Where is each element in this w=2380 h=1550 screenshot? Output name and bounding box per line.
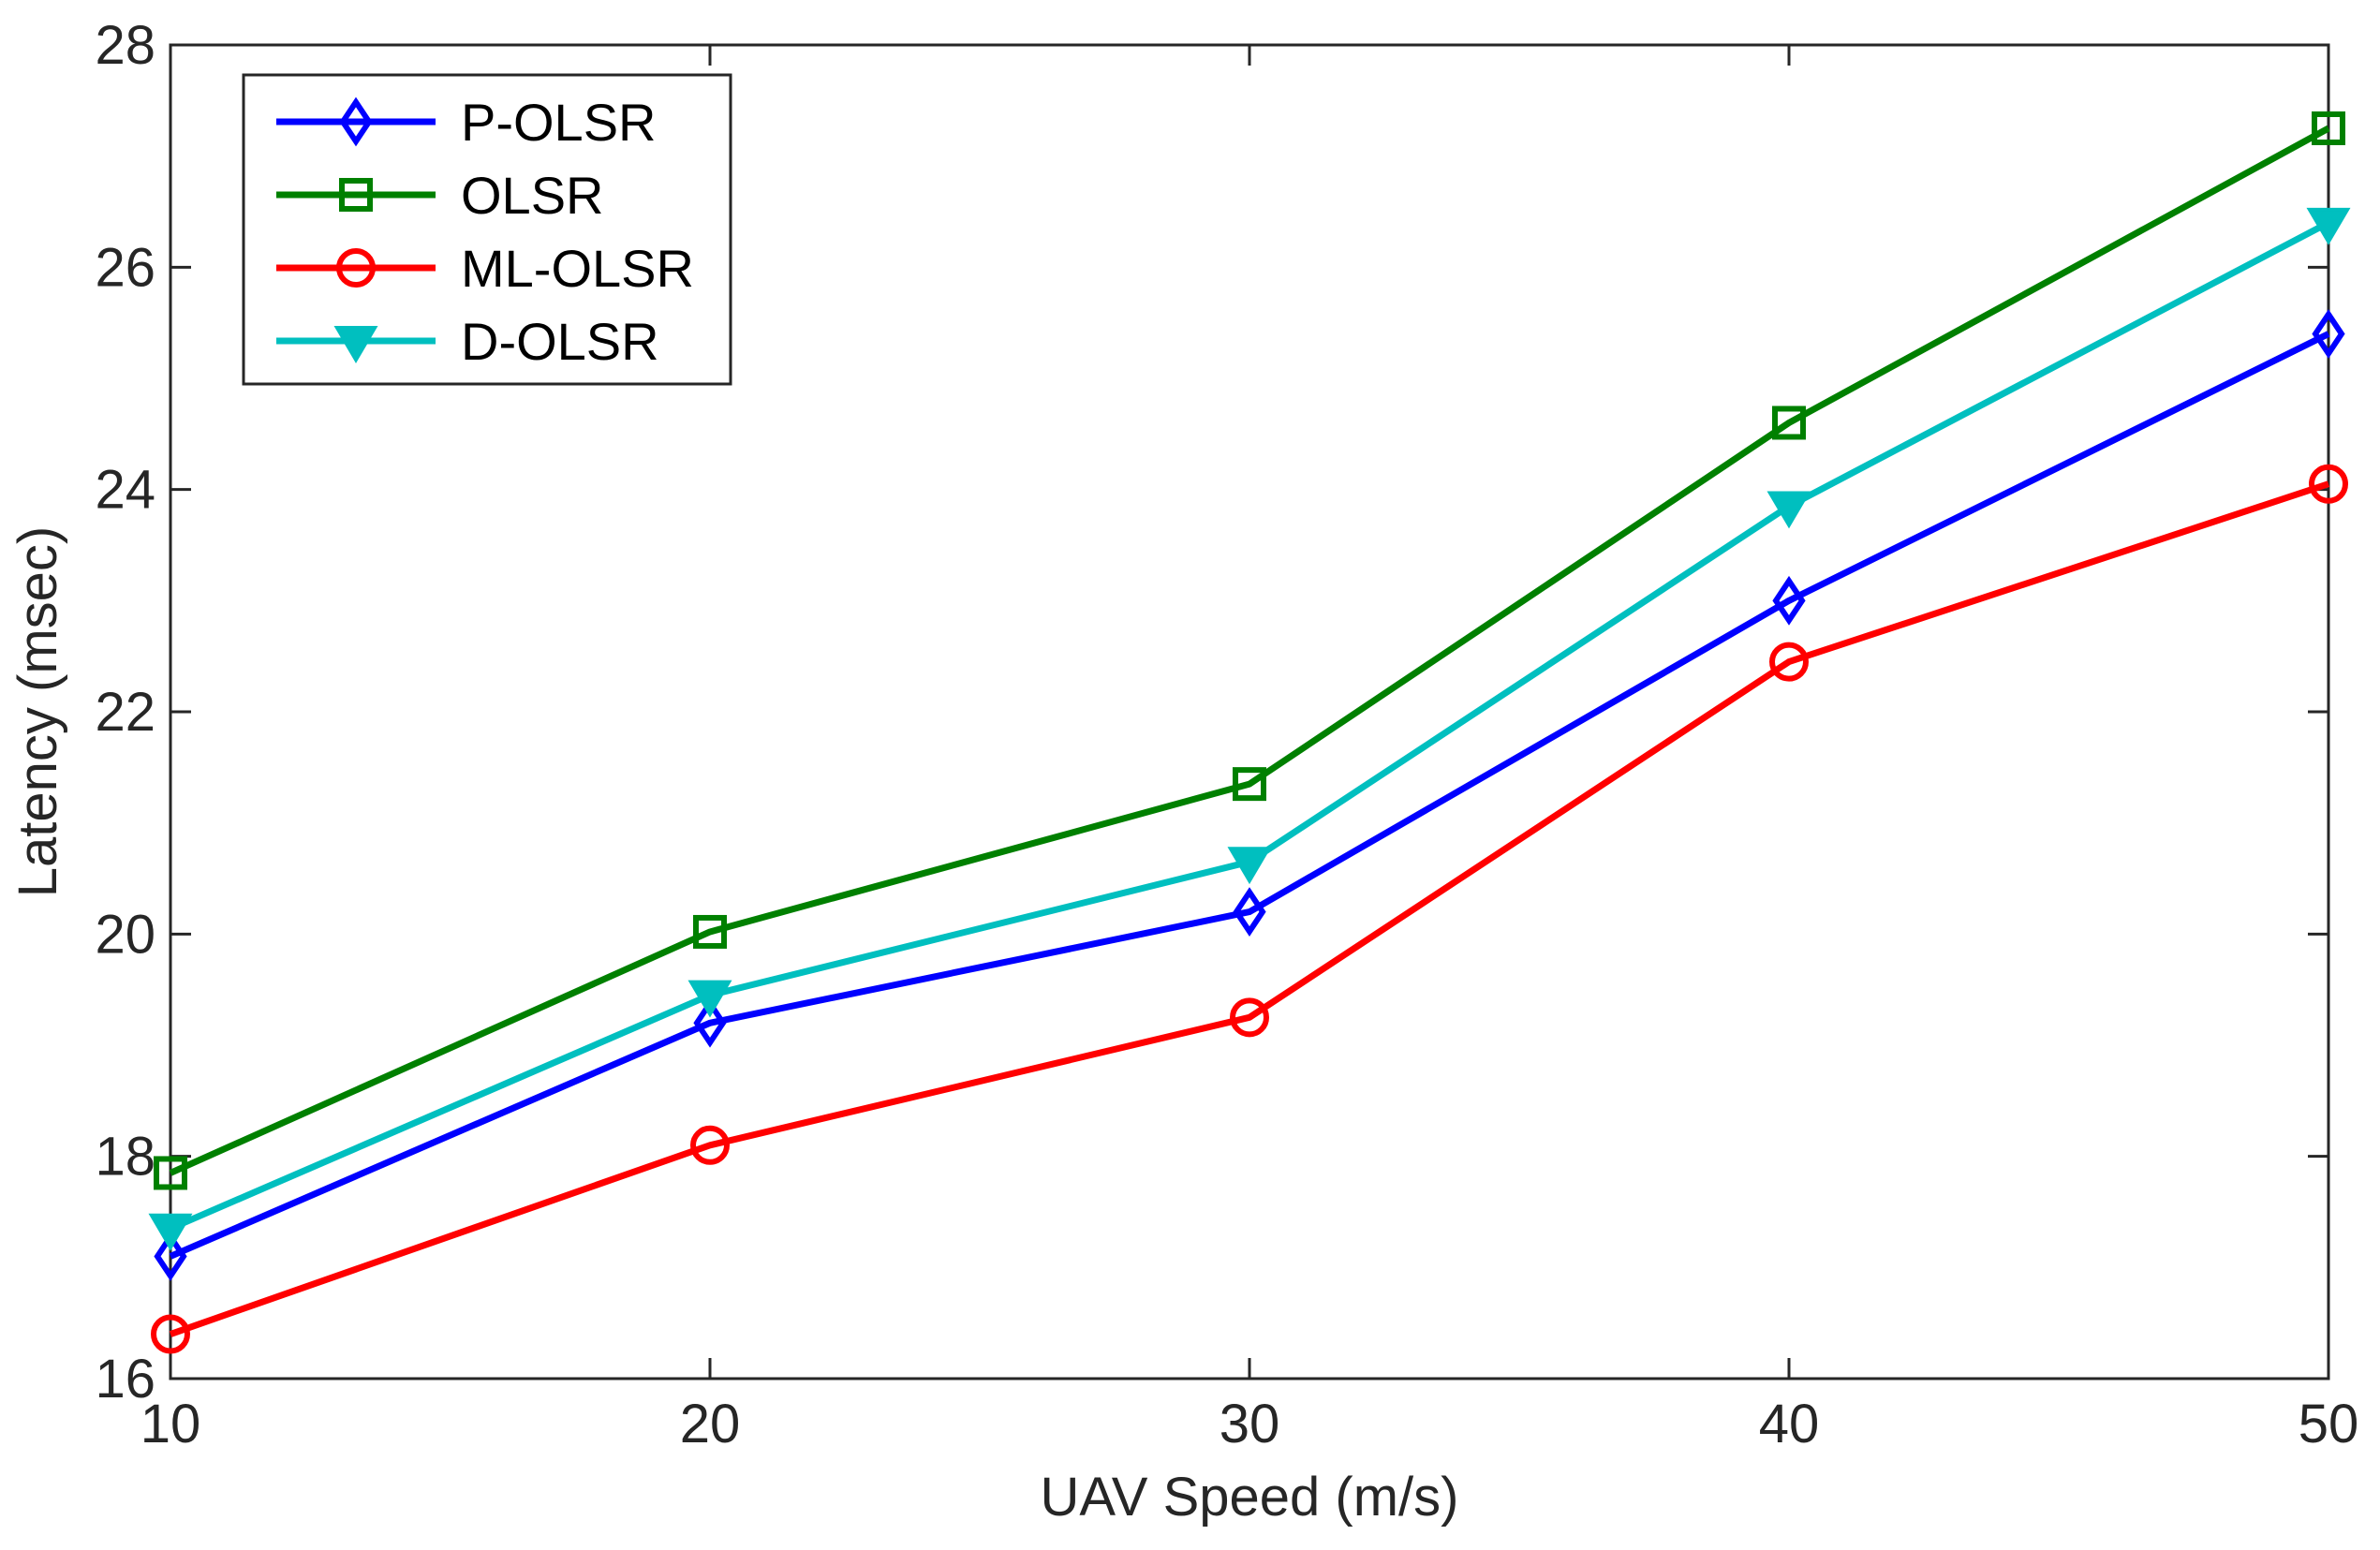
- data-point-ml-olsr: [1230, 997, 1269, 1038]
- legend-box: [242, 73, 732, 386]
- data-point-olsr: [154, 1156, 187, 1190]
- legend-label: P-OLSR: [461, 93, 657, 152]
- data-point-olsr: [693, 914, 727, 949]
- data-point-d-olsr: [687, 980, 732, 1018]
- x-tick-label: 20: [680, 1394, 741, 1454]
- data-point-ml-olsr: [151, 1314, 190, 1354]
- x-tick-label: 50: [2299, 1394, 2359, 1454]
- y-axis-label: Latency (msec): [7, 526, 68, 897]
- y-tick-label: 26: [95, 237, 155, 298]
- legend: P-OLSR OLSR ML-OLSR D-OLSR: [242, 73, 732, 386]
- y-tick-label: 28: [95, 15, 155, 76]
- series-line-ml-olsr: [169, 480, 2330, 1337]
- y-tick-label: 20: [95, 904, 155, 965]
- legend-label: ML-OLSR: [461, 239, 694, 298]
- legend-marker-circle: [336, 248, 376, 288]
- legend-entry-ml-olsr: ML-OLSR: [276, 239, 694, 298]
- data-point-p-olsr: [1233, 887, 1266, 937]
- axis-ticks: 10 20 30 40 50 16 18 20 22 24 26 28: [95, 15, 2358, 1454]
- series-layer: [148, 111, 2351, 1354]
- data-point-p-olsr: [693, 997, 727, 1048]
- data-point-ml-olsr: [1769, 642, 1809, 682]
- legend-label: D-OLSR: [461, 312, 659, 371]
- series-p-olsr: [154, 309, 2345, 1281]
- series-line-p-olsr: [169, 331, 2330, 1260]
- data-point-olsr: [2312, 111, 2345, 145]
- x-axis-label: UAV Speed (m/s): [1041, 1467, 1459, 1528]
- y-tick-label: 16: [95, 1349, 155, 1410]
- data-point-d-olsr: [2306, 207, 2351, 245]
- legend-marker-square: [339, 178, 373, 212]
- data-point-p-olsr: [1772, 575, 1806, 626]
- data-point-ml-olsr: [2309, 464, 2348, 504]
- y-tick-label: 24: [95, 460, 155, 521]
- data-point-d-olsr: [1227, 847, 1272, 885]
- legend-entry-d-olsr: D-OLSR: [276, 312, 659, 371]
- data-point-p-olsr: [154, 1232, 187, 1281]
- x-tick-label: 10: [140, 1394, 201, 1454]
- series-ml-olsr: [151, 464, 2348, 1354]
- series-line-olsr: [169, 125, 2330, 1176]
- y-tick-label: 22: [95, 682, 155, 743]
- legend-marker-diamond: [339, 96, 373, 147]
- legend-label: OLSR: [461, 166, 604, 225]
- series-d-olsr: [148, 207, 2351, 1251]
- y-tick-label: 18: [95, 1127, 155, 1188]
- data-point-d-olsr: [1767, 491, 1811, 529]
- series-olsr: [154, 111, 2345, 1190]
- data-point-d-olsr: [148, 1213, 193, 1251]
- x-tick-label: 30: [1220, 1394, 1280, 1454]
- legend-entry-p-olsr: P-OLSR: [276, 93, 657, 152]
- data-point-olsr: [1772, 406, 1806, 440]
- x-tick-label: 40: [1759, 1394, 1820, 1454]
- data-point-p-olsr: [2312, 309, 2345, 359]
- legend-entry-olsr: OLSR: [276, 166, 604, 225]
- legend-marker-triangle-down: [333, 326, 378, 363]
- data-point-ml-olsr: [690, 1125, 730, 1165]
- data-point-olsr: [1233, 767, 1266, 802]
